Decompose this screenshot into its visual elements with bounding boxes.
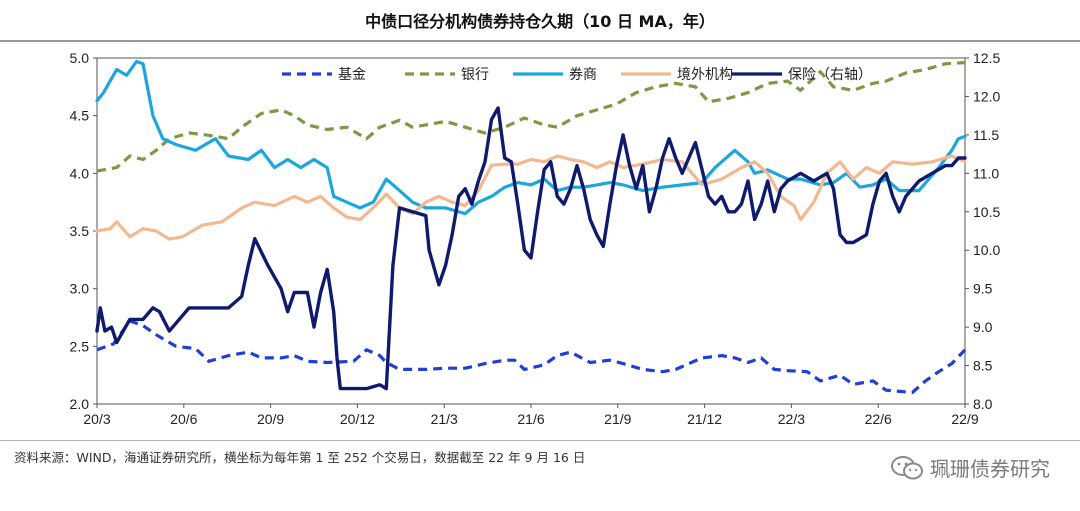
- legend-label: 券商: [569, 66, 597, 82]
- legend: 基金 银行 券商 境外机构 保险（右轴）: [282, 66, 872, 82]
- y-left-tick-label: 5.0: [70, 50, 90, 66]
- x-tick-label: 21/3: [431, 411, 458, 427]
- x-tick-label: 22/3: [778, 411, 805, 427]
- y-right-tick-label: 10.0: [973, 242, 1000, 258]
- watermark-text: 珮珊债券研究: [930, 457, 1050, 481]
- x-tick-label: 20/12: [340, 411, 375, 427]
- watermark: 珮珊债券研究: [890, 453, 1050, 482]
- plot-frame: [96, 57, 966, 405]
- y-left-tick-label: 2.0: [70, 396, 90, 412]
- series-line-券商: [95, 59, 967, 216]
- x-tick-label: 20/3: [83, 411, 110, 427]
- legend-label: 基金: [338, 66, 366, 82]
- y-left-tick-label: 4.5: [70, 108, 90, 124]
- y-right-tick-label: 9.5: [973, 281, 993, 297]
- axes: 2.0 2.5 3.0 3.5 4.0 4.5 5.0 8.0 8.5 9.0 9.5 10.0 10.…: [70, 50, 1001, 427]
- y-left-tick-label: 2.5: [70, 338, 90, 354]
- y-right-tick-label: 8.0: [973, 396, 993, 412]
- x-tick-label: 21/12: [687, 411, 722, 427]
- x-tick-label: 21/6: [517, 411, 544, 427]
- source-note: 资料来源：WIND，海通证券研究所，横坐标为每年第 1 至 252 个交易日，数…: [14, 450, 586, 465]
- wechat-icon: [891, 455, 923, 479]
- y-left-tick-label: 3.5: [70, 223, 90, 239]
- series-line-境外机构: [95, 154, 967, 241]
- x-tick-label: 21/9: [604, 411, 631, 427]
- y-right-tick-label: 12.5: [973, 50, 1000, 66]
- legend-label: 保险（右轴）: [788, 66, 872, 82]
- y-right-tick-label: 11.0: [973, 165, 999, 181]
- y-right-tick-label: 10.5: [973, 204, 1000, 220]
- legend-label: 银行: [461, 66, 489, 82]
- y-right-tick-label: 8.5: [973, 358, 993, 374]
- series-layer: [95, 59, 967, 395]
- y-left-tick-label: 4.0: [70, 165, 90, 181]
- x-tick-label: 22/6: [865, 411, 892, 427]
- chart-title: 中债口径分机构债券持仓久期（10 日 MA，年）: [365, 12, 715, 31]
- chart-area: 2.0 2.5 3.0 3.5 4.0 4.5 5.0 8.0 8.5 9.0 9.5 10.0 10.…: [70, 50, 1001, 427]
- x-tick-label: 22/9: [951, 411, 978, 427]
- y-right-tick-label: 11.5: [973, 127, 999, 143]
- y-right-tick-label: 12.0: [973, 88, 1000, 104]
- x-tick-label: 20/9: [257, 411, 284, 427]
- footer: 资料来源：WIND，海通证券研究所，横坐标为每年第 1 至 252 个交易日，数…: [0, 440, 1080, 481]
- y-right-tick-label: 9.0: [973, 319, 993, 335]
- y-left-tick-label: 3.0: [70, 281, 90, 297]
- series-line-保险: [95, 106, 967, 391]
- legend-label: 境外机构: [677, 66, 733, 82]
- title-bar: 中债口径分机构债券持仓久期（10 日 MA，年）: [0, 0, 1080, 42]
- x-tick-label: 20/6: [170, 411, 197, 427]
- series-line-基金: [96, 319, 967, 395]
